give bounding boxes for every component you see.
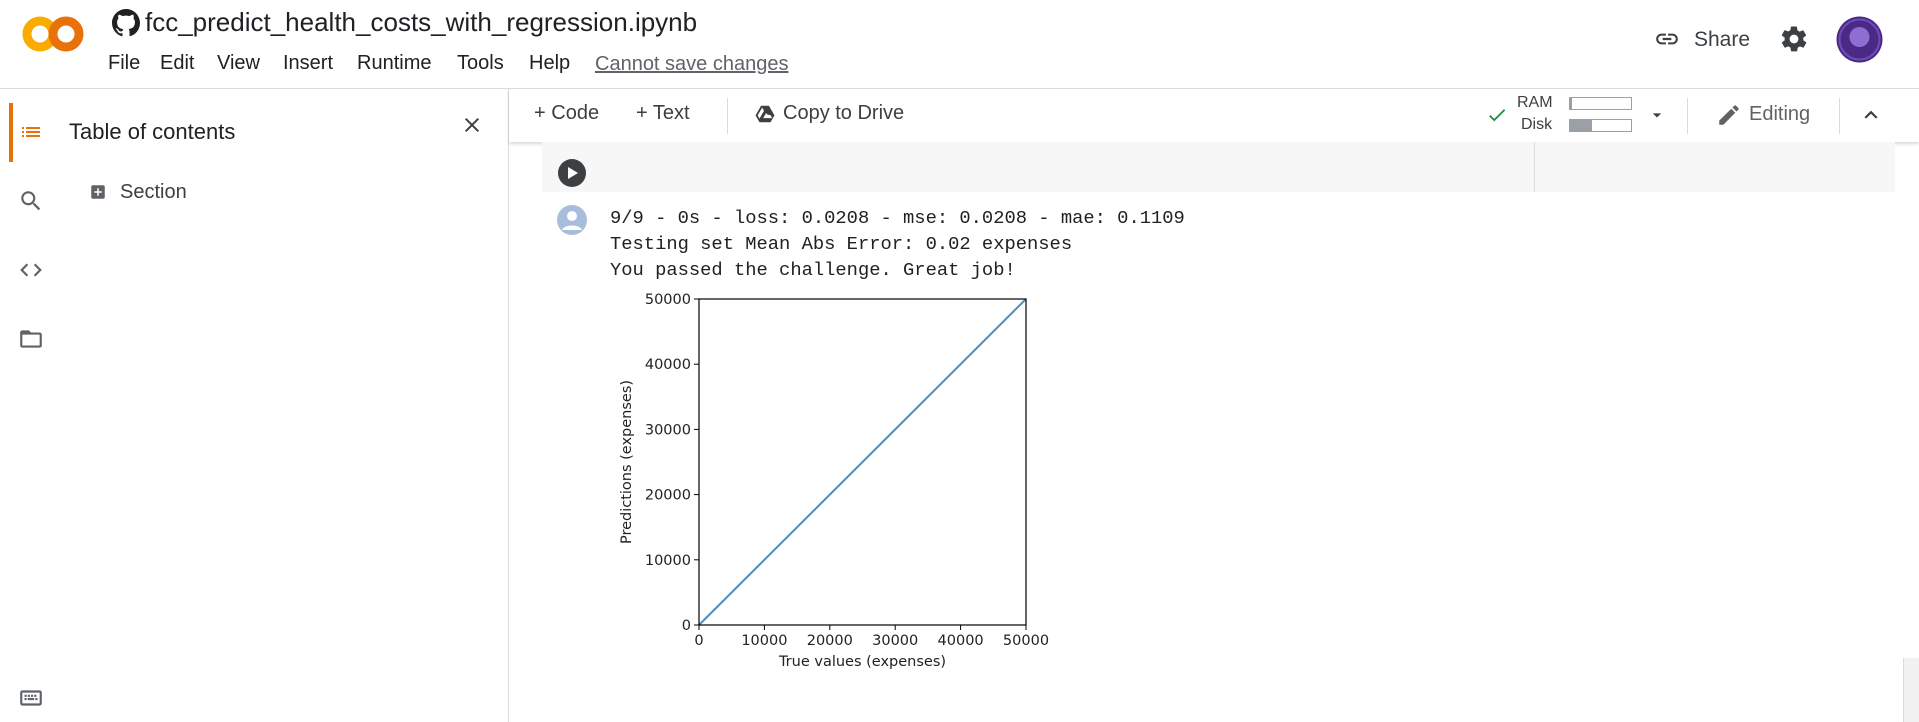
terminal-icon[interactable] — [18, 685, 44, 711]
x-tick-label: 0 — [694, 633, 703, 649]
resources-dropdown[interactable] — [1647, 105, 1667, 125]
expand-icon[interactable] — [89, 183, 107, 201]
separator — [1687, 98, 1688, 134]
save-status[interactable]: Cannot save changes — [595, 53, 789, 75]
share-button[interactable]: Share — [1694, 28, 1751, 51]
menu-item[interactable]: File — [108, 52, 141, 74]
menu-item[interactable]: View — [217, 52, 260, 74]
scrollbar[interactable] — [1903, 658, 1919, 722]
y-tick-label: 10000 — [645, 553, 691, 569]
settings-icon[interactable] — [1779, 24, 1809, 54]
ram-meter — [1569, 97, 1632, 110]
code-icon[interactable] — [18, 257, 44, 283]
menu-item[interactable]: Runtime — [357, 52, 432, 74]
plot-frame — [698, 298, 1027, 626]
toc-item[interactable]: Section — [120, 181, 187, 203]
link-icon[interactable] — [1652, 26, 1682, 52]
y-tick-label: 40000 — [645, 357, 691, 373]
output-line: 9/9 - 0s - loss: 0.0208 - mse: 0.0208 - … — [610, 207, 1185, 229]
edit-icon — [1719, 105, 1739, 125]
menu-item[interactable]: Insert — [283, 52, 334, 74]
colab-logo — [22, 16, 84, 52]
toc-title: Table of contents — [69, 119, 236, 144]
output-line: You passed the challenge. Great job! — [610, 259, 1016, 281]
menu-item[interactable]: Edit — [160, 52, 195, 74]
y-tick-label: 30000 — [645, 422, 691, 438]
toolbar — [509, 89, 1919, 142]
add-text-label: Text — [652, 102, 690, 124]
output-line: Testing set Mean Abs Error: 0.02 expense… — [610, 233, 1073, 255]
cell-divider — [1534, 142, 1535, 192]
sidebar — [0, 89, 509, 722]
data-line — [698, 298, 1027, 626]
close-button[interactable] — [460, 113, 484, 137]
y-axis-label: Predictions (expenses) — [619, 380, 635, 544]
add-code-label: Code — [551, 102, 600, 124]
drive-icon — [755, 105, 775, 123]
run-button[interactable] — [557, 158, 587, 188]
x-tick-label: 20000 — [807, 633, 853, 649]
separator — [727, 98, 728, 134]
disk-meter — [1569, 119, 1632, 132]
collapse-header[interactable] — [1858, 102, 1884, 128]
active-indicator — [9, 103, 13, 162]
x-tick-label: 30000 — [872, 633, 918, 649]
chart: 0 10000 20000 30000 40000 50000 0 10000 20000 300… — [619, 292, 1049, 670]
editing-mode[interactable]: Editing — [1749, 103, 1811, 125]
ram-label: RAM — [1517, 94, 1553, 111]
disk-label: Disk — [1521, 116, 1553, 133]
github-icon — [112, 9, 140, 37]
add-code-button[interactable]: + Code — [534, 102, 600, 124]
files-icon[interactable] — [18, 326, 44, 352]
menu-item[interactable]: Help — [529, 52, 571, 74]
x-tick-label: 10000 — [741, 633, 787, 649]
copy-to-drive[interactable]: Copy to Drive — [783, 102, 905, 124]
add-text-button[interactable]: + Text — [636, 102, 690, 124]
x-axis-label: True values (expenses) — [778, 654, 946, 670]
menu-item[interactable]: Tools — [457, 52, 504, 74]
connected-check — [1489, 109, 1506, 122]
output-avatar — [557, 205, 587, 235]
y-tick-label: 0 — [682, 618, 691, 634]
x-tick-label: 40000 — [938, 633, 984, 649]
header — [0, 0, 1919, 89]
user-avatar[interactable] — [1836, 16, 1883, 63]
y-tick-label: 20000 — [645, 488, 691, 504]
y-tick-label: 50000 — [645, 292, 691, 308]
notebook-title[interactable]: fcc_predict_health_costs_with_regression… — [145, 7, 698, 37]
x-tick-label: 50000 — [1003, 633, 1049, 649]
code-cell[interactable] — [542, 142, 1895, 192]
toc-icon[interactable] — [18, 120, 44, 144]
search-icon[interactable] — [18, 188, 44, 214]
separator — [1839, 98, 1840, 134]
